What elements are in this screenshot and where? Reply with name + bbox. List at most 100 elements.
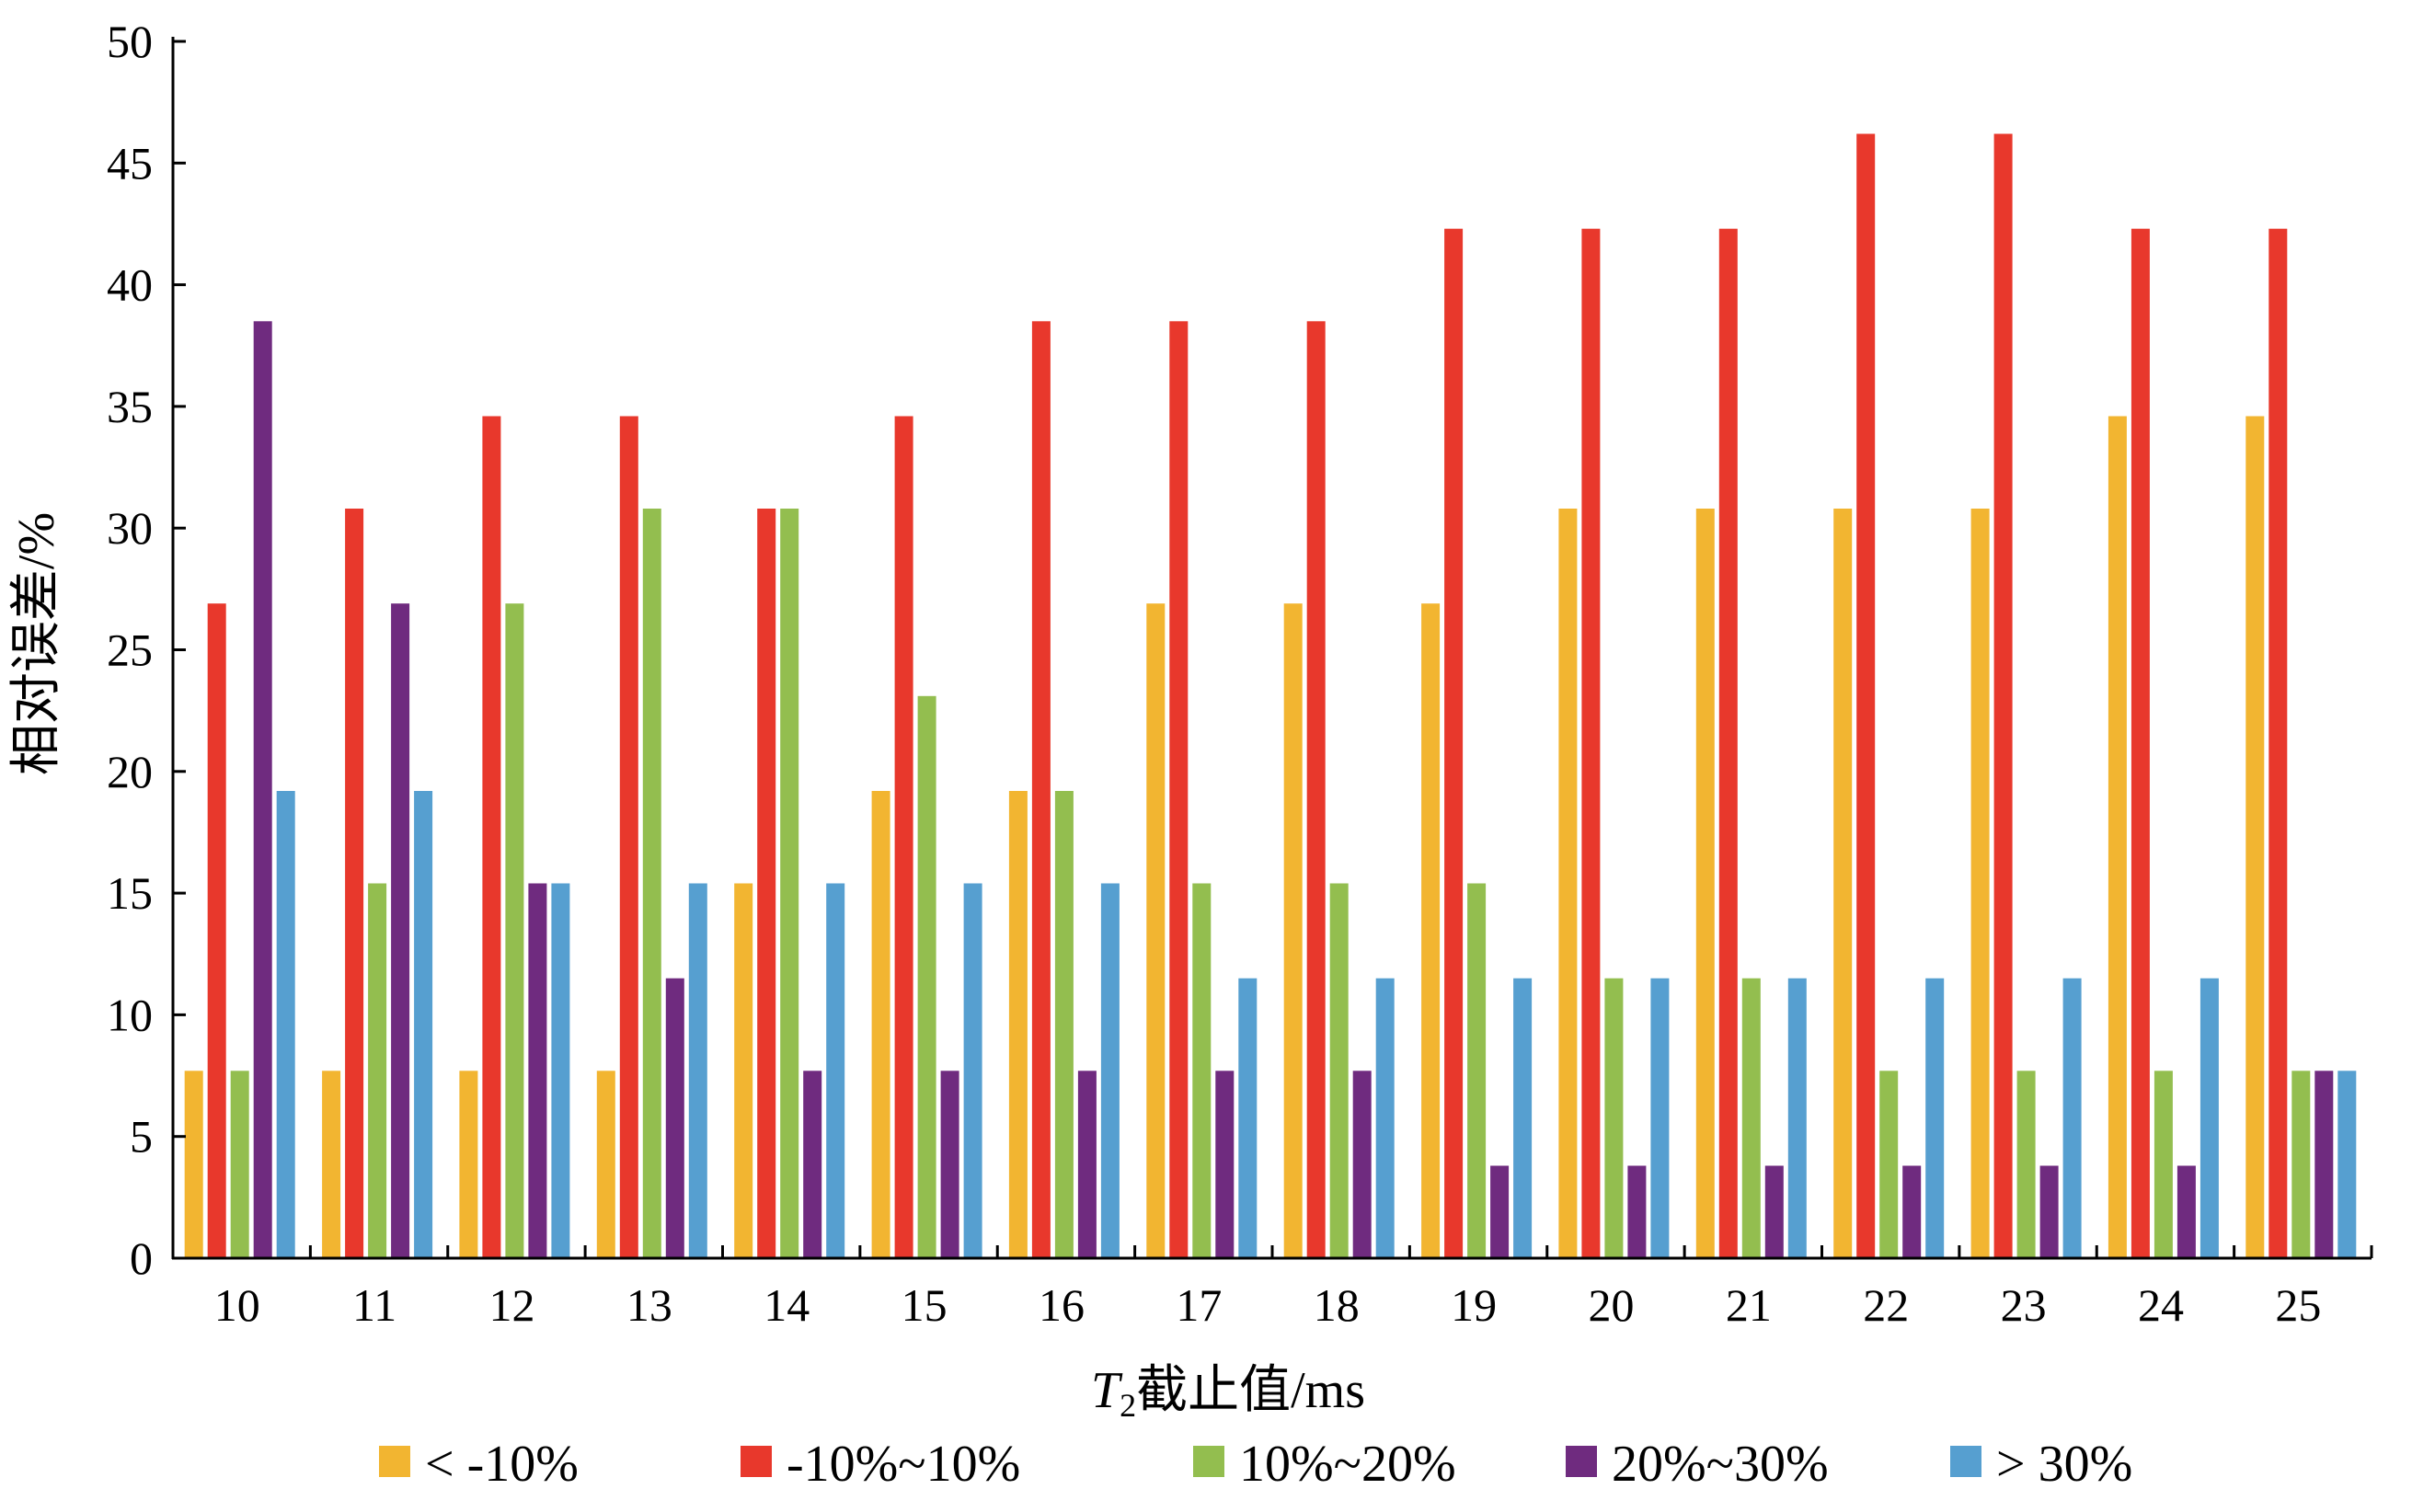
y-tick-label-5: 5 [130, 1111, 153, 1163]
y-tick-label-0: 0 [130, 1232, 153, 1284]
bar-1-22 [1833, 509, 1853, 1258]
legend-swatch-3 [1193, 1446, 1224, 1477]
y-axis-title: 相对误差/% [8, 512, 65, 775]
x-tick-label-10: 10 [214, 1279, 260, 1331]
legend: < -10% -10%~10% 10%~20% 20%~30% > 30% [379, 1436, 2132, 1493]
bar-1-23 [1970, 509, 1990, 1258]
bar-3-14 [780, 509, 799, 1258]
bar-2-18 [1306, 321, 1326, 1258]
bar-4-19 [1490, 1165, 1510, 1258]
bar-5-21 [1787, 978, 1807, 1258]
bar-3-23 [2016, 1071, 2036, 1258]
y-tick-label-10: 10 [107, 989, 153, 1040]
bar-2-13 [619, 416, 638, 1258]
bar-5-18 [1375, 978, 1395, 1258]
x-tick-label-19: 19 [1451, 1279, 1497, 1331]
legend-label-2: -10%~10% [787, 1436, 1020, 1493]
bar-5-23 [2062, 978, 2082, 1258]
bar-4-18 [1352, 1071, 1372, 1258]
x-tick-label-22: 22 [1863, 1279, 1909, 1331]
bar-2-23 [1993, 133, 2013, 1258]
bar-1-20 [1558, 509, 1578, 1258]
bar-2-15 [894, 416, 913, 1258]
bar-5-20 [1650, 978, 1670, 1258]
bar-3-25 [2291, 1071, 2311, 1258]
bar-3-17 [1192, 883, 1212, 1258]
bar-2-11 [345, 509, 364, 1258]
bar-1-11 [322, 1071, 341, 1258]
bar-3-20 [1604, 978, 1624, 1258]
x-tick-label-17: 17 [1176, 1279, 1222, 1331]
bar-5-13 [688, 883, 707, 1258]
bar-3-18 [1329, 883, 1349, 1258]
bar-5-12 [551, 883, 570, 1258]
bar-3-16 [1054, 791, 1074, 1258]
x-axis-title-main: T [1091, 1362, 1123, 1419]
x-tick-label-25: 25 [2275, 1279, 2321, 1331]
bar-5-14 [826, 883, 845, 1258]
bar-2-17 [1169, 321, 1189, 1258]
bar-4-25 [2314, 1071, 2334, 1258]
legend-label-1: < -10% [425, 1436, 579, 1493]
x-tick-label-21: 21 [1726, 1279, 1772, 1331]
x-tick-label-20: 20 [1588, 1279, 1634, 1331]
legend-label-3: 10%~20% [1239, 1436, 1456, 1493]
bar-3-13 [642, 509, 661, 1258]
bar-1-14 [734, 883, 753, 1258]
bar-3-11 [368, 883, 387, 1258]
bar-4-12 [528, 883, 547, 1258]
bar-4-14 [803, 1071, 822, 1258]
bar-4-11 [391, 603, 410, 1258]
bar-3-15 [917, 695, 936, 1258]
bar-1-19 [1421, 603, 1441, 1258]
axes-layer: 0 5 10 15 20 25 30 35 40 45 50 10 11 12 13 14 15 16 17 18 19… [107, 16, 2373, 1331]
bar-2-16 [1031, 321, 1051, 1258]
bar-4-17 [1215, 1071, 1235, 1258]
y-tick-label-35: 35 [107, 381, 153, 432]
bar-4-13 [665, 978, 684, 1258]
bar-1-13 [596, 1071, 615, 1258]
bar-4-16 [1077, 1071, 1097, 1258]
bar-5-19 [1513, 978, 1533, 1258]
bar-5-17 [1238, 978, 1258, 1258]
bar-3-10 [230, 1071, 249, 1258]
bar-1-24 [2108, 416, 2127, 1258]
bar-2-19 [1444, 228, 1464, 1259]
bar-1-18 [1283, 603, 1303, 1258]
bar-1-15 [871, 791, 890, 1258]
x-tick-label-11: 11 [352, 1279, 396, 1331]
bars-layer [184, 133, 2357, 1259]
bar-1-25 [2245, 416, 2265, 1258]
y-tick-label-25: 25 [107, 624, 153, 676]
bar-3-12 [505, 603, 524, 1258]
y-tick-label-50: 50 [107, 16, 153, 67]
bar-4-22 [1902, 1165, 1922, 1258]
bar-3-19 [1467, 883, 1487, 1258]
bar-5-11 [414, 791, 433, 1258]
bar-1-12 [459, 1071, 478, 1258]
bar-5-15 [963, 883, 982, 1258]
bar-4-10 [253, 321, 272, 1258]
legend-label-5: > 30% [1996, 1436, 2132, 1493]
x-axis-title-subscript: 2 [1120, 1387, 1136, 1424]
bar-5-25 [2337, 1071, 2357, 1258]
x-tick-label-13: 13 [626, 1279, 672, 1331]
bar-4-23 [2039, 1165, 2059, 1258]
bar-5-16 [1100, 883, 1120, 1258]
legend-swatch-5 [1950, 1446, 1981, 1477]
bar-5-24 [2200, 978, 2219, 1258]
y-tick-label-15: 15 [107, 867, 153, 919]
bar-5-22 [1925, 978, 1945, 1258]
x-axis-title: T2截止值/ms [1091, 1362, 1365, 1424]
x-tick-label-15: 15 [902, 1279, 948, 1331]
bar-4-20 [1627, 1165, 1647, 1258]
bar-4-15 [940, 1071, 959, 1258]
bar-2-22 [1856, 133, 1876, 1258]
bar-2-20 [1581, 228, 1601, 1259]
legend-swatch-4 [1566, 1446, 1597, 1477]
bar-2-24 [2131, 228, 2150, 1259]
x-tick-label-23: 23 [2001, 1279, 2047, 1331]
bar-2-25 [2268, 228, 2288, 1259]
bar-3-24 [2154, 1071, 2173, 1258]
